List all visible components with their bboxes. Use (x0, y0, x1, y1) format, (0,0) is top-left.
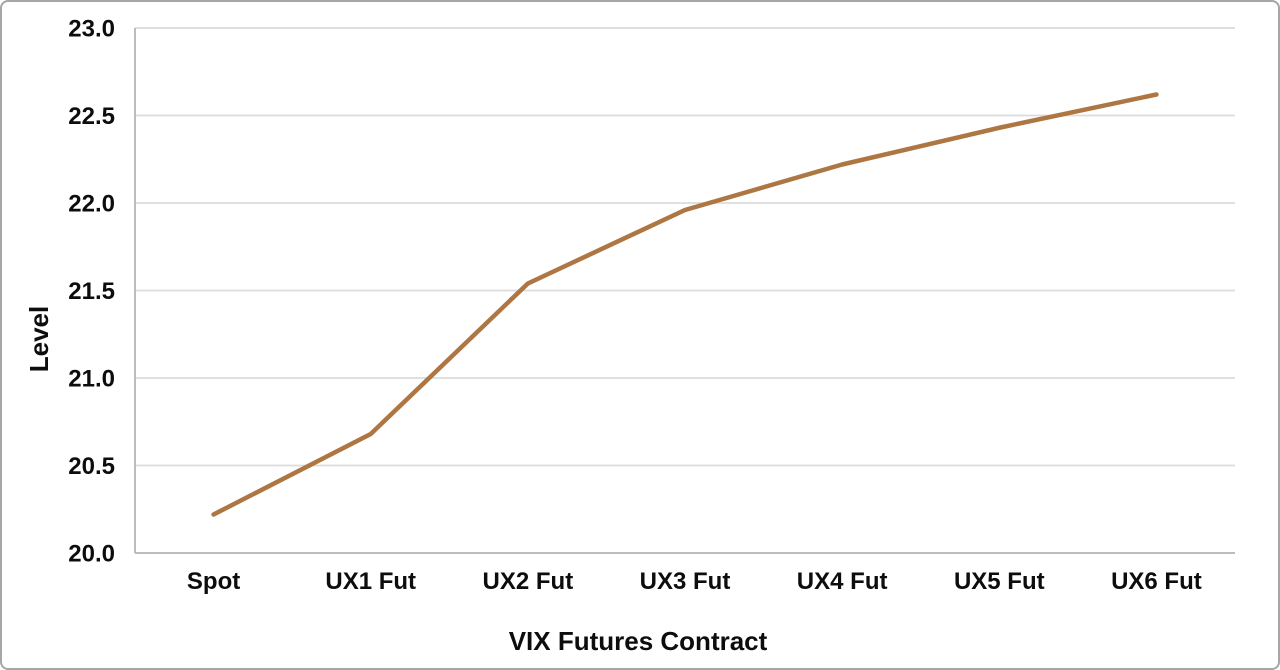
x-tick-label: UX1 Fut (325, 568, 416, 595)
axes (134, 28, 1235, 554)
y-tick-label: 20.0 (68, 541, 115, 568)
y-tick-labels: 20.0 20.5 21.0 21.5 22.0 22.5 23.0 (68, 16, 115, 568)
x-tick-label: UX2 Fut (483, 568, 574, 595)
x-tick-labels: Spot UX1 Fut UX2 Fut UX3 Fut UX4 Fut UX5 Fut U… (187, 568, 1202, 595)
y-tick-label: 21.0 (68, 366, 115, 393)
vix-futures-series-line (211, 92, 1159, 517)
y-tick-label: 23.0 (68, 16, 115, 43)
y-tick-label: 22.5 (68, 103, 115, 130)
y-axis-title: Level (24, 306, 54, 373)
y-tick-label: 22.0 (68, 191, 115, 218)
x-tick-label: UX4 Fut (797, 568, 888, 595)
gridlines (135, 27, 1235, 467)
y-tick-label: 20.5 (68, 453, 115, 480)
x-tick-label: UX3 Fut (640, 568, 731, 595)
x-tick-label: Spot (187, 568, 240, 595)
x-axis-title: VIX Futures Contract (509, 626, 768, 656)
y-tick-label: 21.5 (68, 278, 115, 305)
x-tick-label: UX6 Fut (1111, 568, 1202, 595)
x-tick-label: UX5 Fut (954, 568, 1045, 595)
